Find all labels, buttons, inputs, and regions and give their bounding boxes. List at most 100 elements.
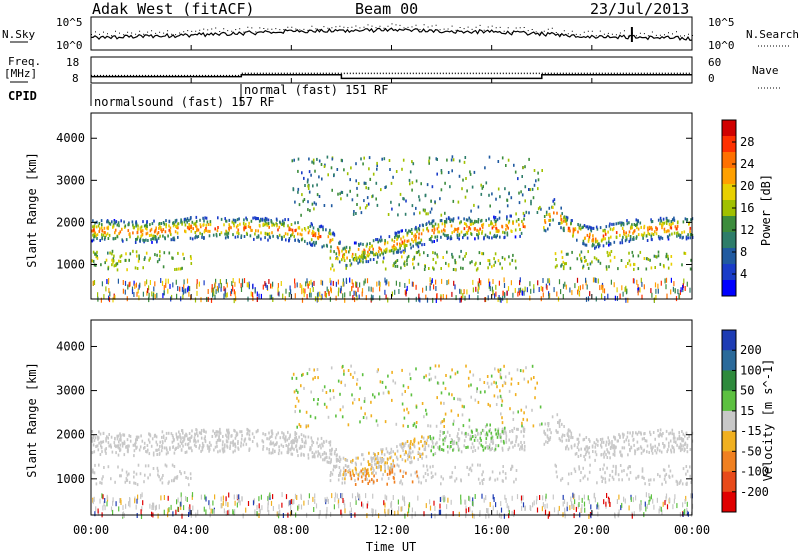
power-cell: [358, 258, 361, 262]
power-cell: [394, 235, 396, 239]
power-cell: [327, 235, 330, 239]
velocity-cell: [189, 436, 191, 440]
power-cell: [402, 235, 405, 239]
power-cell: [189, 216, 192, 220]
velocity-cell: [296, 438, 299, 442]
power-cell: [508, 255, 510, 259]
velocity-cell: [388, 391, 390, 395]
velocity-cell: [313, 368, 315, 372]
velocity-cell: [555, 429, 557, 433]
velocity-cell: [282, 445, 285, 448]
power-cell: [548, 212, 551, 216]
velocity-cell: [293, 439, 296, 443]
power-cell: [672, 286, 674, 292]
velocity-cell: [455, 477, 458, 481]
velocity-cell: [597, 511, 599, 517]
power-cell: [679, 233, 682, 237]
velocity-cell: [256, 429, 259, 433]
velocity-cell: [511, 465, 514, 469]
power-cell: [93, 224, 96, 228]
power-cell: [131, 289, 134, 295]
power-cell: [168, 224, 170, 228]
power-cell: [469, 220, 472, 223]
velocity-cell: [186, 497, 188, 502]
power-cell: [449, 185, 451, 189]
power-cell: [364, 251, 366, 255]
velocity-cell: [499, 368, 502, 372]
power-cell: [586, 262, 589, 266]
freq-traces: [91, 72, 692, 80]
power-cell: [258, 219, 261, 223]
velocity-cell: [457, 439, 460, 443]
power-cell: [93, 280, 96, 285]
power-cell: [471, 185, 474, 189]
power-cell: [183, 284, 185, 290]
velocity-cell: [266, 447, 268, 451]
power-cell: [146, 279, 148, 285]
power-cell: [327, 289, 329, 295]
velocity-cell: [331, 493, 333, 499]
velocity-cell: [339, 469, 342, 473]
power-cell: [149, 223, 151, 227]
power-cell: [632, 237, 634, 241]
velocity-cell: [588, 451, 590, 455]
velocity-cell: [160, 449, 163, 453]
power-cell: [359, 282, 361, 288]
velocity-cell: [267, 496, 269, 502]
power-cell: [474, 227, 476, 231]
power-cell: [530, 202, 532, 206]
power-cell: [355, 212, 357, 215]
velocity-cell: [312, 377, 314, 381]
power-cell: [472, 287, 474, 293]
velocity-cell: [353, 473, 355, 477]
velocity-cell: [573, 504, 575, 510]
power-cell: [324, 292, 326, 298]
power-cell: [99, 227, 101, 231]
power-cell: [163, 222, 166, 226]
power-cell: [458, 174, 461, 178]
power-cell: [194, 231, 197, 234]
velocity-cell: [363, 469, 366, 473]
power-cell: [608, 243, 610, 247]
power-cell: [469, 261, 471, 265]
power-cell: [412, 162, 415, 166]
power-cell: [252, 216, 254, 220]
power-cell: [136, 291, 138, 297]
power-cell: [602, 244, 605, 248]
power-cell: [294, 293, 296, 299]
power-cell: [92, 225, 94, 229]
velocity-cell: [640, 505, 642, 511]
power-cell: [176, 231, 179, 235]
velocity-cell: [388, 469, 391, 473]
velocity-cell: [159, 444, 161, 448]
power-cell: [406, 233, 409, 237]
power-cell: [153, 234, 155, 238]
velocity-cell: [656, 446, 659, 450]
power-cell: [326, 155, 329, 159]
velocity-cell: [227, 434, 230, 438]
power-cell: [145, 238, 147, 242]
power-cell: [584, 259, 586, 263]
power-cell: [103, 226, 106, 230]
power-cell: [339, 192, 341, 196]
velocity-cell: [374, 462, 376, 466]
power-cell: [645, 257, 648, 261]
velocity-cell: [289, 500, 291, 506]
velocity-cell: [485, 437, 488, 441]
power-cell: [464, 295, 466, 301]
velocity-cell: [375, 509, 377, 515]
velocity-cell: [513, 509, 515, 515]
velocity-cell: [402, 424, 405, 428]
power-cell: [192, 227, 194, 231]
power-cell: [401, 255, 403, 259]
power-cell: [429, 210, 432, 214]
velocity-cell: [508, 371, 511, 375]
velocity-cell: [388, 451, 391, 455]
power-cell: [649, 258, 651, 262]
velocity-cell: [404, 390, 406, 393]
power-cell: [399, 244, 401, 248]
velocity-cell: [377, 461, 379, 465]
power-cell: [113, 219, 116, 222]
velocity-cell: [208, 441, 211, 445]
